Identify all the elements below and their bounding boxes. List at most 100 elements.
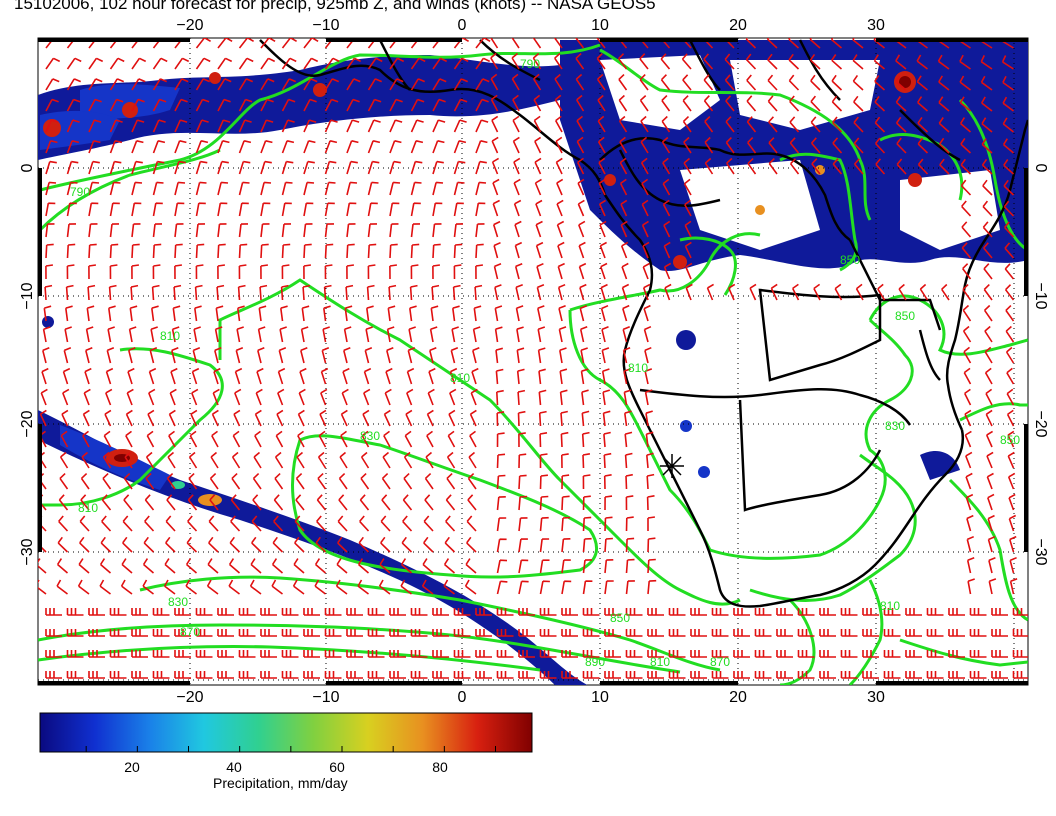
wind-barb bbox=[1006, 367, 1015, 385]
wind-barb bbox=[647, 558, 656, 574]
wind-barb bbox=[745, 53, 757, 70]
wind-barb bbox=[260, 181, 272, 196]
wind-barb bbox=[620, 241, 629, 259]
wind-barb bbox=[195, 38, 211, 49]
wind-barb bbox=[102, 473, 112, 490]
wind-barb bbox=[214, 326, 223, 343]
wind-barb bbox=[272, 536, 284, 553]
wind-barb bbox=[518, 495, 528, 511]
wind-barb bbox=[174, 160, 186, 175]
wind-barb bbox=[1009, 556, 1017, 574]
wind-barb bbox=[168, 409, 176, 427]
wind-barb bbox=[105, 388, 113, 406]
wind-barb bbox=[389, 671, 406, 679]
wind-barb bbox=[367, 243, 377, 259]
wind-barb bbox=[387, 305, 396, 322]
wind-barb bbox=[165, 536, 176, 553]
wind-barb bbox=[109, 181, 121, 196]
wind-barb bbox=[453, 57, 469, 70]
wind-barb bbox=[103, 430, 112, 448]
wind-barb bbox=[88, 160, 100, 175]
wind-barb bbox=[874, 95, 886, 112]
wind-barb bbox=[556, 199, 564, 217]
wind-barb bbox=[145, 451, 155, 469]
wind-barb bbox=[768, 137, 778, 154]
wind-barb bbox=[281, 38, 297, 49]
wind-barb bbox=[66, 608, 84, 616]
wind-barb bbox=[711, 650, 729, 658]
wind-barb bbox=[238, 223, 249, 238]
wind-barb bbox=[281, 629, 299, 637]
wind-barb bbox=[518, 432, 526, 448]
wind-barb bbox=[496, 432, 505, 448]
wind-barb bbox=[962, 284, 972, 301]
wind-barb bbox=[640, 157, 649, 175]
wind-barb bbox=[123, 494, 133, 511]
wind-barb bbox=[252, 473, 262, 490]
wind-barb bbox=[618, 115, 628, 133]
wind-barb bbox=[217, 223, 227, 238]
wind-barb bbox=[766, 38, 778, 49]
wind-barb bbox=[125, 430, 133, 448]
wind-barb bbox=[314, 558, 327, 574]
wind-barb bbox=[535, 199, 543, 217]
wind-barb bbox=[238, 243, 248, 259]
wind-barb bbox=[363, 388, 371, 406]
wind-barb bbox=[988, 557, 996, 574]
wind-barb bbox=[603, 474, 612, 490]
wind-barb bbox=[767, 53, 778, 70]
wind-barb bbox=[120, 579, 133, 595]
wind-barb bbox=[557, 262, 565, 280]
wind-barb bbox=[493, 241, 501, 259]
wind-barb bbox=[423, 515, 434, 532]
wind-barb bbox=[987, 493, 995, 511]
wind-barb bbox=[582, 650, 600, 658]
wind-barb bbox=[1009, 535, 1017, 553]
wind-barb bbox=[122, 515, 133, 532]
wind-barb bbox=[217, 57, 233, 70]
wind-barb bbox=[102, 451, 112, 469]
wind-barb bbox=[381, 494, 391, 511]
wind-barb bbox=[324, 629, 342, 637]
wind-barb bbox=[84, 367, 92, 385]
wind-barb bbox=[324, 264, 333, 280]
wind-barb bbox=[711, 608, 729, 616]
wind-barb bbox=[896, 137, 907, 154]
wind-barb bbox=[210, 451, 219, 469]
wind-barb bbox=[260, 629, 277, 637]
wind-barb bbox=[195, 78, 211, 91]
wind-barb bbox=[453, 78, 469, 91]
wind-barb bbox=[515, 284, 523, 301]
wind-barb bbox=[453, 119, 467, 133]
wind-barb bbox=[581, 410, 590, 427]
wind-barb bbox=[174, 671, 191, 679]
wind-barb bbox=[87, 284, 96, 301]
contour-label: 810 bbox=[160, 329, 180, 343]
wind-barb bbox=[767, 95, 778, 112]
wind-barb bbox=[539, 580, 550, 595]
wind-barb bbox=[152, 629, 170, 637]
wind-barb bbox=[853, 158, 864, 175]
wind-barb bbox=[604, 516, 613, 532]
wind-barb bbox=[426, 430, 434, 448]
wind-barb bbox=[1003, 200, 1015, 217]
wind-barb bbox=[167, 451, 176, 469]
wind-barb bbox=[297, 430, 305, 448]
wind-barb bbox=[496, 389, 504, 406]
wind-barb bbox=[152, 223, 163, 238]
wind-barb bbox=[432, 264, 441, 280]
wind-barb bbox=[1007, 430, 1015, 448]
wind-barb bbox=[231, 451, 241, 469]
wind-barb bbox=[557, 241, 565, 259]
wind-barb bbox=[217, 264, 226, 280]
wind-barb bbox=[410, 671, 428, 679]
wind-barb bbox=[582, 580, 593, 595]
wind-barb bbox=[276, 409, 284, 427]
wind-barb bbox=[236, 326, 244, 343]
lat-label: 0 bbox=[1032, 164, 1049, 173]
wind-barb bbox=[232, 430, 241, 448]
wind-barb bbox=[624, 410, 632, 427]
contour-label: 790 bbox=[520, 57, 540, 71]
wind-barb bbox=[88, 140, 101, 154]
wind-barb bbox=[165, 515, 176, 532]
